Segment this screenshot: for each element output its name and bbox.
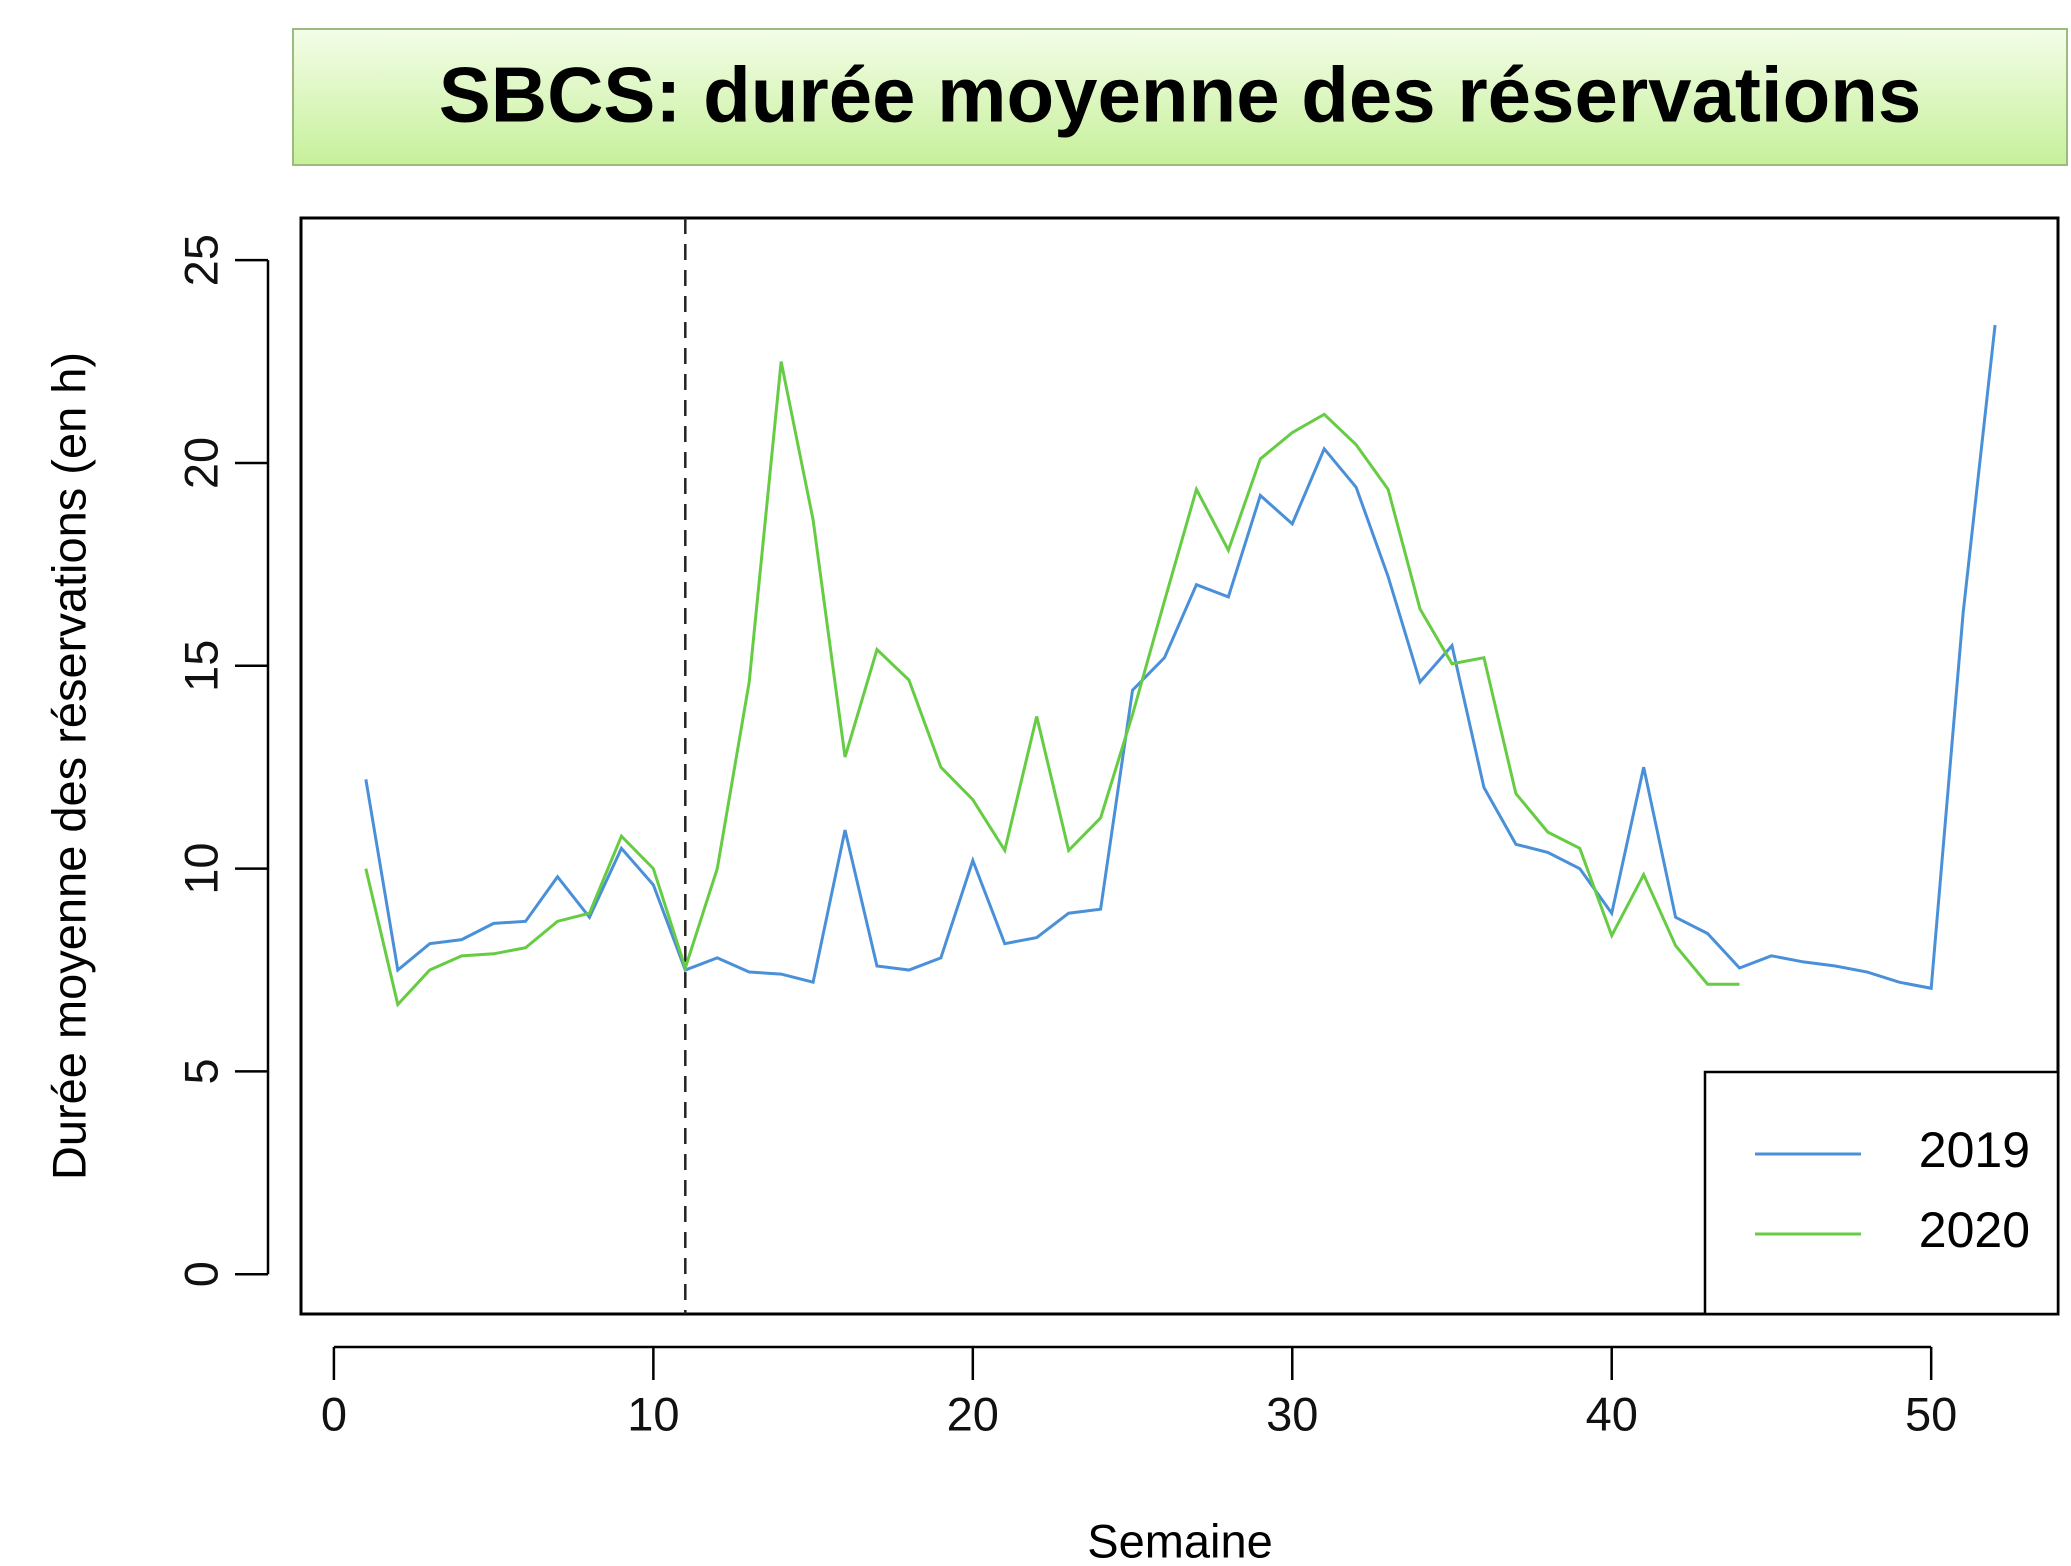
data-line [364, 324, 1997, 991]
x-tick-label: 40 [1586, 1387, 1638, 1440]
y-tick-label: 15 [174, 640, 227, 692]
y-axis-label: Durée moyenne des réservations (en h) [42, 352, 95, 1180]
legend-label: 2020 [1919, 1202, 2030, 1258]
y-tick-label: 20 [174, 437, 227, 489]
y-tick-label: 0 [174, 1261, 227, 1287]
x-tick-label: 10 [627, 1387, 679, 1440]
data-line [364, 361, 1740, 1008]
x-tick-label: 0 [321, 1387, 347, 1440]
x-axis-label: Semaine [1087, 1514, 1273, 1566]
y-tick-label: 10 [174, 842, 227, 894]
title-box [292, 28, 2068, 166]
legend-label: 2019 [1919, 1122, 2030, 1178]
x-tick-label: 30 [1266, 1387, 1318, 1440]
y-tick-label: 25 [174, 234, 227, 286]
x-tick-label: 20 [947, 1387, 999, 1440]
plot-box [299, 216, 2060, 1316]
y-tick-label: 5 [174, 1058, 227, 1084]
x-tick-label: 50 [1905, 1387, 1957, 1440]
chart-title: SBCS: durée moyenne des réservations [439, 51, 1922, 139]
legend-box [1703, 1070, 2060, 1316]
